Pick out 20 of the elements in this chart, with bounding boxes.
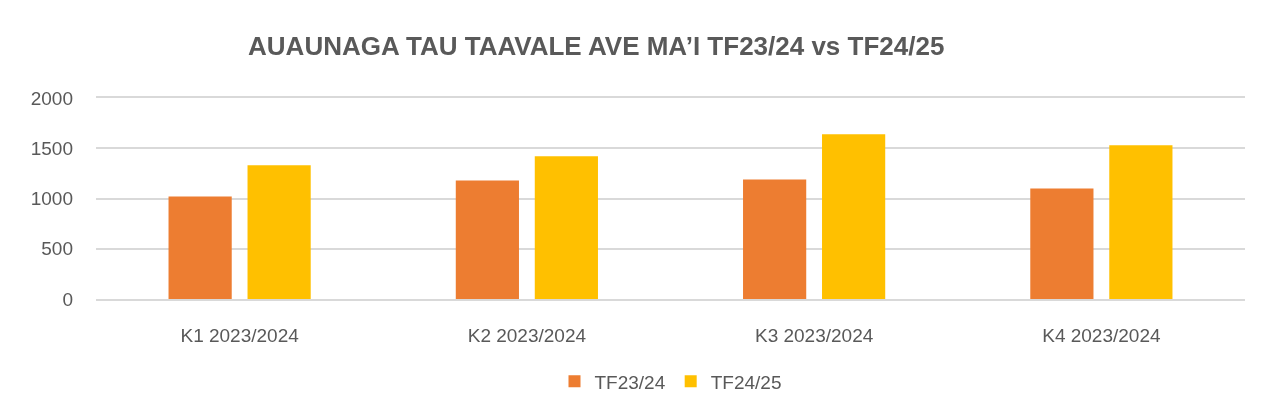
y-tick-label: 0 (62, 288, 73, 310)
y-tick-label: 1500 (30, 137, 73, 159)
x-tick-label: K1 2023/2024 (180, 324, 300, 346)
bar (534, 156, 598, 299)
bar (455, 180, 519, 299)
legend-label: TF23/24 (594, 371, 666, 393)
x-tick-label: K4 2023/2024 (1042, 324, 1161, 346)
x-tick-label: K3 2023/2024 (754, 324, 874, 346)
bar (822, 134, 886, 299)
legend-label: TF24/25 (710, 371, 782, 393)
bar (247, 165, 311, 299)
bar (1030, 188, 1094, 299)
bar (743, 179, 807, 299)
y-tick-label: 500 (41, 238, 73, 260)
y-tick-label: 1000 (30, 188, 73, 210)
x-tick-label: K2 2023/2024 (467, 324, 587, 346)
y-tick-label: 2000 (30, 87, 73, 109)
chart-title: AUAUNAGA TAU TAAVALE AVE MA’I TF23/24 vs TF24/25 (248, 31, 945, 62)
bar (168, 196, 232, 299)
bar (1109, 145, 1173, 299)
